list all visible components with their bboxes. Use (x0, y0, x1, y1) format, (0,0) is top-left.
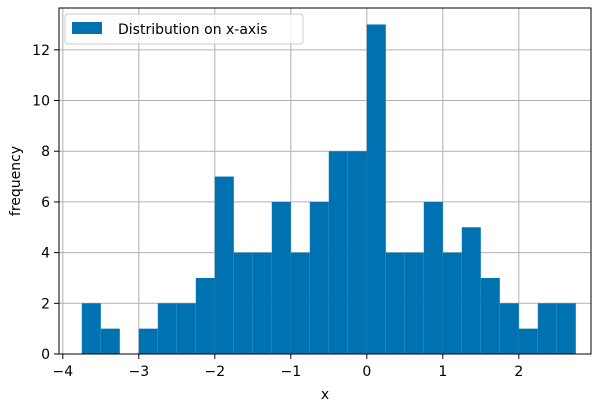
histogram-bar (385, 252, 405, 354)
histogram-bar (309, 201, 329, 354)
y-axis-ticks: 0 2 4 6 8 10 12 (32, 43, 59, 363)
histogram-bar (252, 252, 272, 354)
y-tick-label: 0 (41, 347, 50, 363)
histogram-bar (537, 303, 557, 354)
histogram-bar (233, 252, 253, 354)
legend-box (64, 13, 304, 45)
histogram-bar (366, 24, 386, 354)
histogram-bar (81, 303, 101, 354)
x-tick-label: −2 (204, 364, 225, 380)
histogram-bar (157, 303, 177, 354)
histogram-bar (480, 277, 500, 354)
y-tick-label: 4 (41, 246, 50, 262)
x-tick-label: 0 (362, 364, 371, 380)
histogram-bar (195, 277, 215, 354)
histogram-bars (81, 24, 576, 354)
plot-frame (58, 7, 592, 355)
histogram-bar (347, 151, 367, 354)
histogram-bar (271, 201, 291, 354)
y-axis-label: frequency (8, 146, 24, 216)
legend-label: Distribution on x-axis (118, 22, 267, 38)
histogram-bar (328, 151, 348, 354)
histogram-bar (176, 303, 196, 354)
y-tick-label: 10 (32, 94, 50, 110)
histogram-bar (423, 201, 443, 354)
histogram-bar (404, 252, 424, 354)
histogram-bar (442, 252, 462, 354)
histogram-bar (100, 328, 120, 354)
x-tick-label: 1 (438, 364, 447, 380)
x-tick-label: 2 (514, 364, 523, 380)
y-tick-label: 12 (32, 43, 50, 59)
histogram-bar (499, 303, 519, 354)
x-tick-label: −3 (128, 364, 149, 380)
y-tick-label: 2 (41, 296, 50, 312)
histogram-bar (290, 252, 310, 354)
x-axis-ticks: −4 −3 −2 −1 0 1 2 (52, 354, 523, 380)
legend: Distribution on x-axis (64, 13, 304, 45)
y-tick-label: 6 (41, 195, 50, 211)
legend-swatch (72, 22, 102, 34)
histogram-bar (556, 303, 576, 354)
histogram-bar (138, 328, 158, 354)
y-tick-label: 8 (41, 144, 50, 160)
histogram-bar (214, 176, 234, 354)
histogram-bar (518, 328, 538, 354)
x-axis-label: x (321, 387, 329, 403)
x-tick-label: −4 (52, 364, 73, 380)
x-tick-label: −1 (280, 364, 301, 380)
histogram-bar (461, 227, 481, 354)
